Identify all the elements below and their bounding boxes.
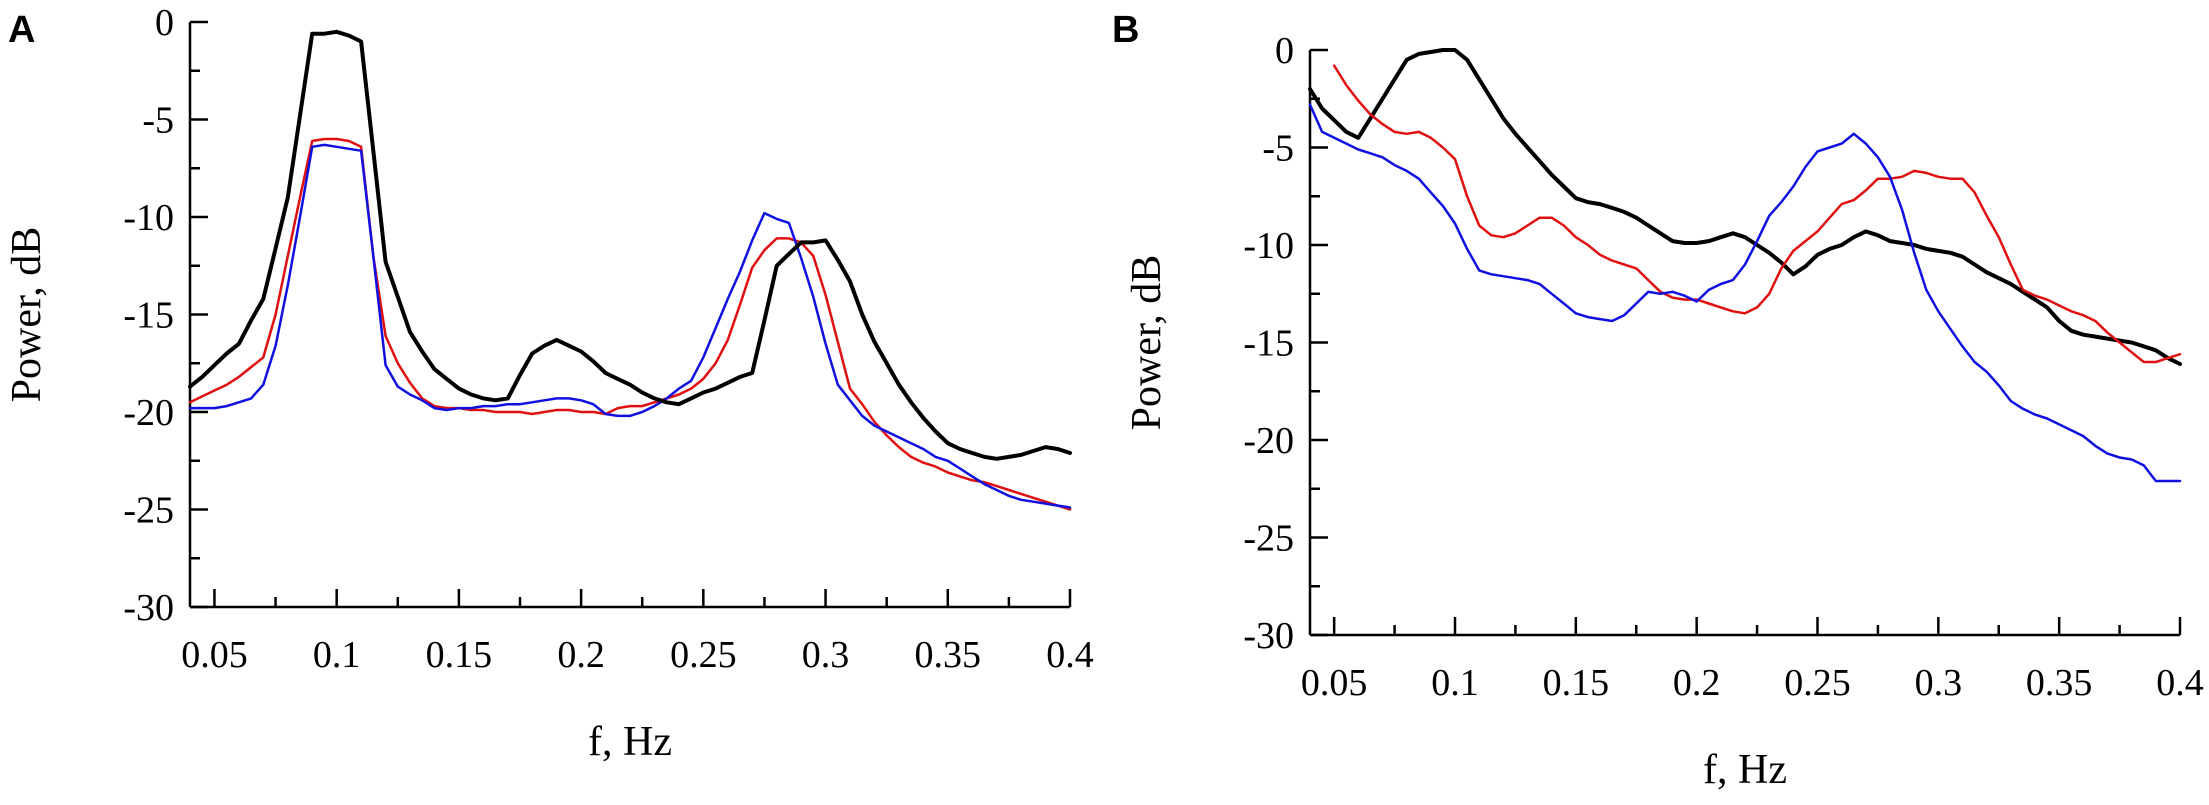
x-tick-label: 0.4 [1046,634,1094,676]
x-tick-label: 0.1 [313,634,361,676]
x-tick-label: 0.15 [426,634,493,676]
y-tick-label: 0 [1275,30,1294,72]
x-tick-label: 0.15 [1543,662,1610,704]
y-tick-label: -20 [123,392,174,434]
series-line-red [188,137,1072,511]
y-axis-label: Power, dB [1124,255,1170,431]
y-tick-label: -30 [123,587,174,629]
panel-letter-B: B [1112,9,1139,51]
y-tick-label: 0 [155,2,174,44]
series-line-black [1308,48,2182,366]
x-axis-label: f, Hz [1703,747,1787,793]
y-tick-label: -30 [1243,615,1294,657]
x-tick-label: 0.25 [670,634,737,676]
x-tick-label: 0.05 [181,634,248,676]
series-line-blue [1308,103,2182,483]
x-tick-label: 0.05 [1301,662,1368,704]
series-line-red [1332,64,2182,364]
x-tick-label: 0.4 [2156,662,2204,704]
y-axis-label: Power, dB [4,227,50,403]
y-tick-label: -20 [1243,420,1294,462]
x-tick-label: 0.25 [1784,662,1851,704]
x-tick-label: 0.2 [1673,662,1721,704]
y-tick-label: -15 [123,295,174,337]
x-tick-label: 0.3 [1915,662,1963,704]
y-tick-label: -25 [123,490,174,532]
x-axis-label: f, Hz [588,719,672,765]
series-line-black [188,29,1072,461]
x-tick-label: 0.2 [557,634,605,676]
x-tick-label: 0.35 [2026,662,2093,704]
y-tick-label: -5 [142,100,174,142]
x-tick-label: 0.35 [915,634,982,676]
panel-letter-A: A [8,9,35,51]
x-tick-label: 0.3 [802,634,850,676]
series-line-blue [188,143,1072,509]
y-tick-label: -10 [123,197,174,239]
y-tick-label: -5 [1262,128,1294,170]
y-tick-label: -25 [1243,518,1294,560]
x-tick-label: 0.1 [1431,662,1479,704]
y-tick-label: -15 [1243,323,1294,365]
y-tick-label: -10 [1243,225,1294,267]
